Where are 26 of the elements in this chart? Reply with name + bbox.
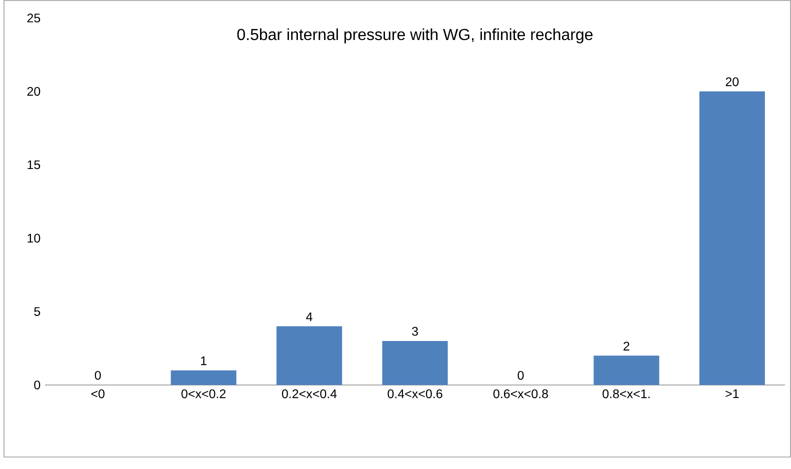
bar xyxy=(382,340,448,385)
data-label: 1 xyxy=(201,356,206,366)
y-tick-label: 20 xyxy=(27,86,40,96)
bar xyxy=(276,326,342,385)
y-tick-label: 0 xyxy=(34,380,40,390)
x-tick-label: 0.2<x<0.4 xyxy=(282,389,337,398)
data-label: 0 xyxy=(518,370,524,380)
y-tick-label: 5 xyxy=(34,307,40,316)
y-tick-label: 25 xyxy=(27,14,40,22)
data-label: 20 xyxy=(726,77,739,86)
data-label: 2 xyxy=(624,342,630,350)
data-label: 4 xyxy=(306,312,312,322)
x-tick-label: 0.8<x<1. xyxy=(602,389,650,398)
x-tick-label: 0.4<x<0.6 xyxy=(388,389,442,398)
x-tick-label: <0 xyxy=(91,389,104,398)
x-tick-label: >1 xyxy=(726,389,739,398)
x-tick-label: 0.6<x<0.8 xyxy=(493,389,548,398)
text: 0.5bar internal pressure with WG, infinite recharge xyxy=(237,28,593,44)
bar xyxy=(699,91,765,385)
bar xyxy=(594,356,660,385)
data-label: 3 xyxy=(412,326,418,336)
y-tick-label: 15 xyxy=(28,160,40,170)
x-tick-label: 0<x<0.2 xyxy=(181,389,226,398)
data-label: 0 xyxy=(94,370,101,380)
y-tick-label: 10 xyxy=(28,234,40,243)
bar xyxy=(170,370,236,385)
